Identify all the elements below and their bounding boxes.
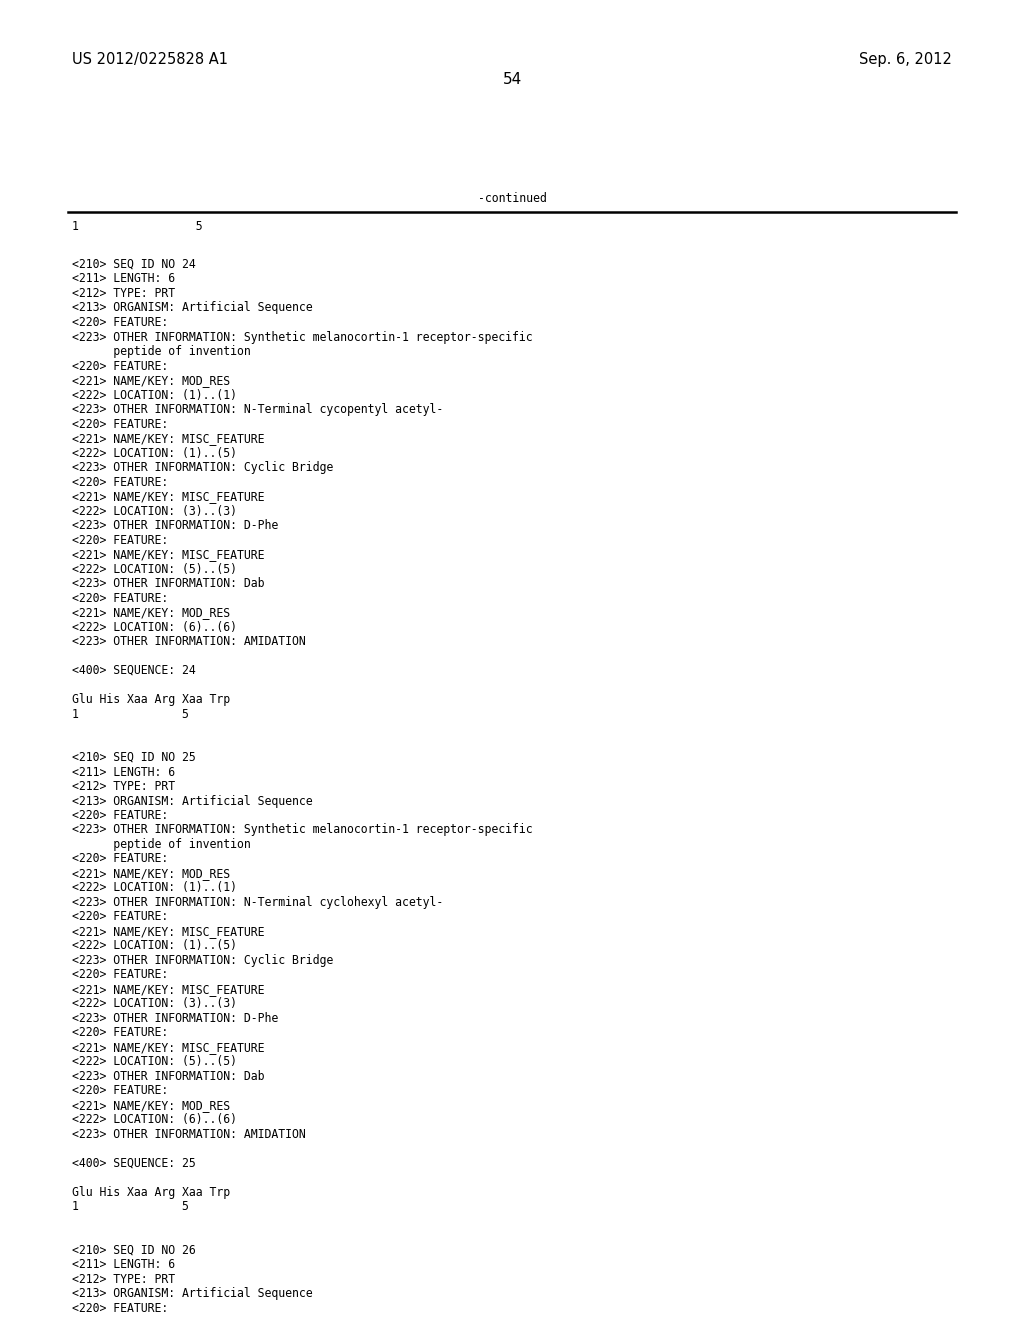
Text: <223> OTHER INFORMATION: Synthetic melanocortin-1 receptor-specific: <223> OTHER INFORMATION: Synthetic melan…: [72, 330, 532, 343]
Text: <221> NAME/KEY: MOD_RES: <221> NAME/KEY: MOD_RES: [72, 374, 230, 387]
Text: <221> NAME/KEY: MISC_FEATURE: <221> NAME/KEY: MISC_FEATURE: [72, 490, 264, 503]
Text: <220> FEATURE:: <220> FEATURE:: [72, 533, 168, 546]
Text: <223> OTHER INFORMATION: Cyclic Bridge: <223> OTHER INFORMATION: Cyclic Bridge: [72, 461, 333, 474]
Text: <221> NAME/KEY: MISC_FEATURE: <221> NAME/KEY: MISC_FEATURE: [72, 1041, 264, 1053]
Text: <210> SEQ ID NO 26: <210> SEQ ID NO 26: [72, 1243, 196, 1257]
Text: <223> OTHER INFORMATION: N-Terminal cyclohexyl acetyl-: <223> OTHER INFORMATION: N-Terminal cycl…: [72, 896, 443, 909]
Text: 1               5: 1 5: [72, 1200, 188, 1213]
Text: 54: 54: [503, 73, 521, 87]
Text: <222> LOCATION: (1)..(5): <222> LOCATION: (1)..(5): [72, 940, 237, 953]
Text: <223> OTHER INFORMATION: AMIDATION: <223> OTHER INFORMATION: AMIDATION: [72, 1129, 306, 1140]
Text: <220> FEATURE:: <220> FEATURE:: [72, 417, 168, 430]
Text: <220> FEATURE:: <220> FEATURE:: [72, 1027, 168, 1040]
Text: US 2012/0225828 A1: US 2012/0225828 A1: [72, 51, 228, 67]
Text: -continued: -continued: [477, 191, 547, 205]
Text: <220> FEATURE:: <220> FEATURE:: [72, 911, 168, 924]
Text: <222> LOCATION: (3)..(3): <222> LOCATION: (3)..(3): [72, 998, 237, 1011]
Text: <211> LENGTH: 6: <211> LENGTH: 6: [72, 766, 175, 779]
Text: <222> LOCATION: (1)..(1): <222> LOCATION: (1)..(1): [72, 388, 237, 401]
Text: <222> LOCATION: (6)..(6): <222> LOCATION: (6)..(6): [72, 620, 237, 634]
Text: <220> FEATURE:: <220> FEATURE:: [72, 969, 168, 982]
Text: <221> NAME/KEY: MISC_FEATURE: <221> NAME/KEY: MISC_FEATURE: [72, 925, 264, 939]
Text: 1               5: 1 5: [72, 708, 188, 721]
Text: <220> FEATURE:: <220> FEATURE:: [72, 1302, 168, 1315]
Text: <220> FEATURE:: <220> FEATURE:: [72, 853, 168, 866]
Text: <213> ORGANISM: Artificial Sequence: <213> ORGANISM: Artificial Sequence: [72, 795, 312, 808]
Text: <212> TYPE: PRT: <212> TYPE: PRT: [72, 780, 175, 793]
Text: <221> NAME/KEY: MOD_RES: <221> NAME/KEY: MOD_RES: [72, 606, 230, 619]
Text: <220> FEATURE:: <220> FEATURE:: [72, 359, 168, 372]
Text: <222> LOCATION: (6)..(6): <222> LOCATION: (6)..(6): [72, 1114, 237, 1126]
Text: <220> FEATURE:: <220> FEATURE:: [72, 475, 168, 488]
Text: <222> LOCATION: (1)..(5): <222> LOCATION: (1)..(5): [72, 446, 237, 459]
Text: <220> FEATURE:: <220> FEATURE:: [72, 809, 168, 822]
Text: <223> OTHER INFORMATION: D-Phe: <223> OTHER INFORMATION: D-Phe: [72, 519, 279, 532]
Text: <211> LENGTH: 6: <211> LENGTH: 6: [72, 1258, 175, 1271]
Text: peptide of invention: peptide of invention: [72, 345, 251, 358]
Text: <222> LOCATION: (3)..(3): <222> LOCATION: (3)..(3): [72, 504, 237, 517]
Text: <220> FEATURE:: <220> FEATURE:: [72, 591, 168, 605]
Text: Glu His Xaa Arg Xaa Trp: Glu His Xaa Arg Xaa Trp: [72, 693, 230, 706]
Text: <223> OTHER INFORMATION: N-Terminal cycopentyl acetyl-: <223> OTHER INFORMATION: N-Terminal cyco…: [72, 403, 443, 416]
Text: <223> OTHER INFORMATION: Dab: <223> OTHER INFORMATION: Dab: [72, 577, 264, 590]
Text: <223> OTHER INFORMATION: Dab: <223> OTHER INFORMATION: Dab: [72, 1071, 264, 1082]
Text: <213> ORGANISM: Artificial Sequence: <213> ORGANISM: Artificial Sequence: [72, 301, 312, 314]
Text: <221> NAME/KEY: MISC_FEATURE: <221> NAME/KEY: MISC_FEATURE: [72, 548, 264, 561]
Text: peptide of invention: peptide of invention: [72, 838, 251, 851]
Text: <220> FEATURE:: <220> FEATURE:: [72, 315, 168, 329]
Text: <223> OTHER INFORMATION: Synthetic melanocortin-1 receptor-specific: <223> OTHER INFORMATION: Synthetic melan…: [72, 824, 532, 837]
Text: <223> OTHER INFORMATION: Cyclic Bridge: <223> OTHER INFORMATION: Cyclic Bridge: [72, 954, 333, 968]
Text: <213> ORGANISM: Artificial Sequence: <213> ORGANISM: Artificial Sequence: [72, 1287, 312, 1300]
Text: <210> SEQ ID NO 24: <210> SEQ ID NO 24: [72, 257, 196, 271]
Text: Glu His Xaa Arg Xaa Trp: Glu His Xaa Arg Xaa Trp: [72, 1185, 230, 1199]
Text: <221> NAME/KEY: MISC_FEATURE: <221> NAME/KEY: MISC_FEATURE: [72, 432, 264, 445]
Text: <221> NAME/KEY: MOD_RES: <221> NAME/KEY: MOD_RES: [72, 867, 230, 880]
Text: <222> LOCATION: (5)..(5): <222> LOCATION: (5)..(5): [72, 1056, 237, 1068]
Text: <222> LOCATION: (5)..(5): <222> LOCATION: (5)..(5): [72, 562, 237, 576]
Text: <221> NAME/KEY: MISC_FEATURE: <221> NAME/KEY: MISC_FEATURE: [72, 983, 264, 997]
Text: <212> TYPE: PRT: <212> TYPE: PRT: [72, 286, 175, 300]
Text: 1                 5: 1 5: [72, 220, 203, 234]
Text: <211> LENGTH: 6: <211> LENGTH: 6: [72, 272, 175, 285]
Text: <400> SEQUENCE: 25: <400> SEQUENCE: 25: [72, 1158, 196, 1170]
Text: <400> SEQUENCE: 24: <400> SEQUENCE: 24: [72, 664, 196, 677]
Text: <222> LOCATION: (1)..(1): <222> LOCATION: (1)..(1): [72, 882, 237, 895]
Text: <210> SEQ ID NO 25: <210> SEQ ID NO 25: [72, 751, 196, 764]
Text: <223> OTHER INFORMATION: D-Phe: <223> OTHER INFORMATION: D-Phe: [72, 1012, 279, 1026]
Text: Sep. 6, 2012: Sep. 6, 2012: [859, 51, 952, 67]
Text: <212> TYPE: PRT: <212> TYPE: PRT: [72, 1272, 175, 1286]
Text: <223> OTHER INFORMATION: AMIDATION: <223> OTHER INFORMATION: AMIDATION: [72, 635, 306, 648]
Text: <220> FEATURE:: <220> FEATURE:: [72, 1085, 168, 1097]
Text: <221> NAME/KEY: MOD_RES: <221> NAME/KEY: MOD_RES: [72, 1100, 230, 1111]
